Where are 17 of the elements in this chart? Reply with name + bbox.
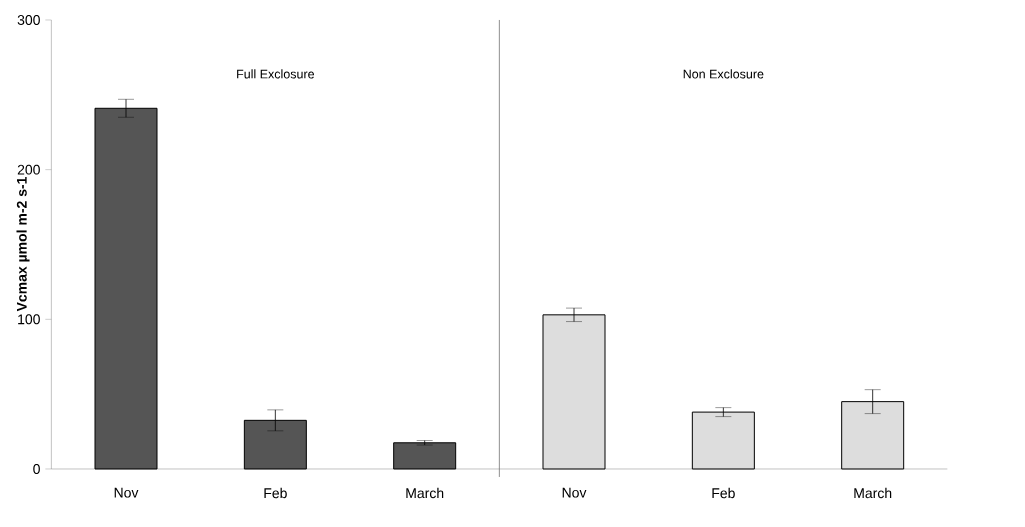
y-axis-title: Vcmax µmol m-2 s-1 bbox=[16, 176, 30, 312]
annotation: Non Exclosure bbox=[683, 69, 764, 79]
y-tick-label: 100 bbox=[18, 314, 40, 325]
y-tick-label: 0 bbox=[33, 464, 40, 474]
bar bbox=[94, 107, 158, 470]
y-tick-label: 200 bbox=[17, 164, 40, 175]
x-tick-label: Feb bbox=[712, 487, 735, 499]
bar bbox=[393, 442, 457, 470]
x-tick-label: March bbox=[406, 487, 444, 499]
x-tick-label: Nov bbox=[562, 487, 587, 498]
bar bbox=[243, 419, 307, 470]
annotation: Full Exclosure bbox=[237, 69, 315, 79]
y-tick-label: 300 bbox=[17, 15, 40, 25]
x-tick-label: Feb bbox=[264, 487, 287, 499]
x-tick-label: Nov bbox=[114, 487, 139, 498]
bar bbox=[691, 411, 755, 470]
x-tick-label: March bbox=[854, 487, 892, 499]
